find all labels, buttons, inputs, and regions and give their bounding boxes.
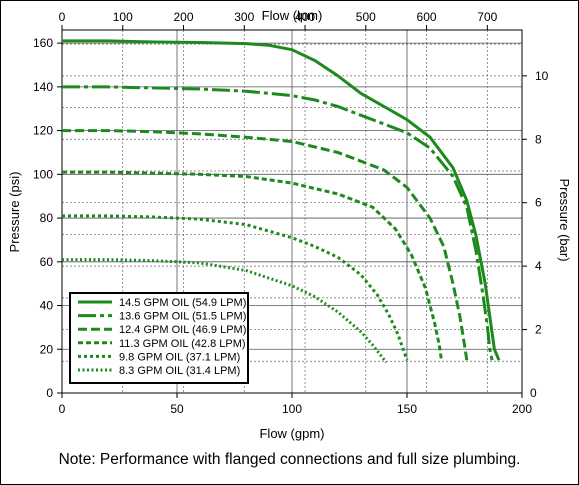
y-left-tick-label: 0: [46, 386, 53, 400]
legend-label: 11.3 GPM OIL (42.8 LPM): [119, 338, 246, 350]
x-top-tick-label: 400: [295, 10, 315, 24]
footnote: Note: Performance with flanged connectio…: [58, 451, 521, 468]
series-line: [62, 170, 443, 361]
series-line: [62, 129, 469, 361]
legend: 14.5 GPM OIL (54.9 LPM) 13.6 GPM OIL (51.…: [69, 292, 249, 384]
y-right-tick-label: 0: [530, 386, 537, 400]
x-top-tick-label: 600: [417, 10, 437, 24]
x-top-tick-label: 100: [113, 10, 133, 24]
y-left-tick-label: 140: [33, 80, 53, 94]
x-bottom-axis-label: Flow (gpm): [259, 426, 324, 441]
y-left-tick-label: 20: [40, 342, 54, 356]
series-lines: [62, 39, 501, 364]
x-bottom-tick-label: 50: [170, 402, 184, 416]
x-top-tick-label: 300: [234, 10, 254, 24]
legend-label: 13.6 GPM OIL (51.5 LPM): [119, 311, 246, 323]
x-top-tick-label: 700: [477, 10, 497, 24]
series-line: [62, 39, 501, 361]
x-top-axis-label: Flow (lpm): [262, 8, 323, 23]
y-left-tick-label: 80: [40, 211, 54, 225]
x-bottom-tick-label: 100: [282, 402, 302, 416]
y-right-tick-label: 8: [535, 132, 542, 146]
x-top-tick-label: 0: [59, 10, 66, 24]
y-right-tick-label: 4: [535, 259, 542, 273]
y-right-axis-label: Pressure (bar): [557, 178, 572, 261]
y-left-axis-label: Pressure (psi): [7, 172, 22, 253]
legend-box: [69, 292, 249, 384]
legend-label: 14.5 GPM OIL (54.9 LPM): [119, 297, 246, 309]
legend-label: 9.8 GPM OIL (37.1 LPM): [119, 351, 240, 363]
x-bottom-tick-label: 150: [397, 402, 417, 416]
y-left-tick-label: 100: [33, 167, 53, 181]
x-bottom-tick-label: 0: [59, 402, 66, 416]
y-right-tick-label: 10: [535, 69, 549, 83]
x-bottom-tick-label: 200: [512, 402, 532, 416]
y-left-tick-label: 40: [40, 299, 54, 313]
legend-label: 8.3 GPM OIL (31.4 LPM): [119, 365, 240, 377]
legend-label: 12.4 GPM OIL (46.9 LPM): [119, 324, 246, 336]
y-left-tick-label: 60: [40, 255, 54, 269]
x-top-tick-label: 500: [356, 10, 376, 24]
y-right-tick-label: 6: [535, 196, 542, 210]
y-left-tick-label: 160: [33, 36, 53, 50]
y-left-tick-label: 120: [33, 124, 53, 138]
x-top-tick-label: 200: [174, 10, 194, 24]
y-right-tick-label: 2: [535, 323, 542, 337]
